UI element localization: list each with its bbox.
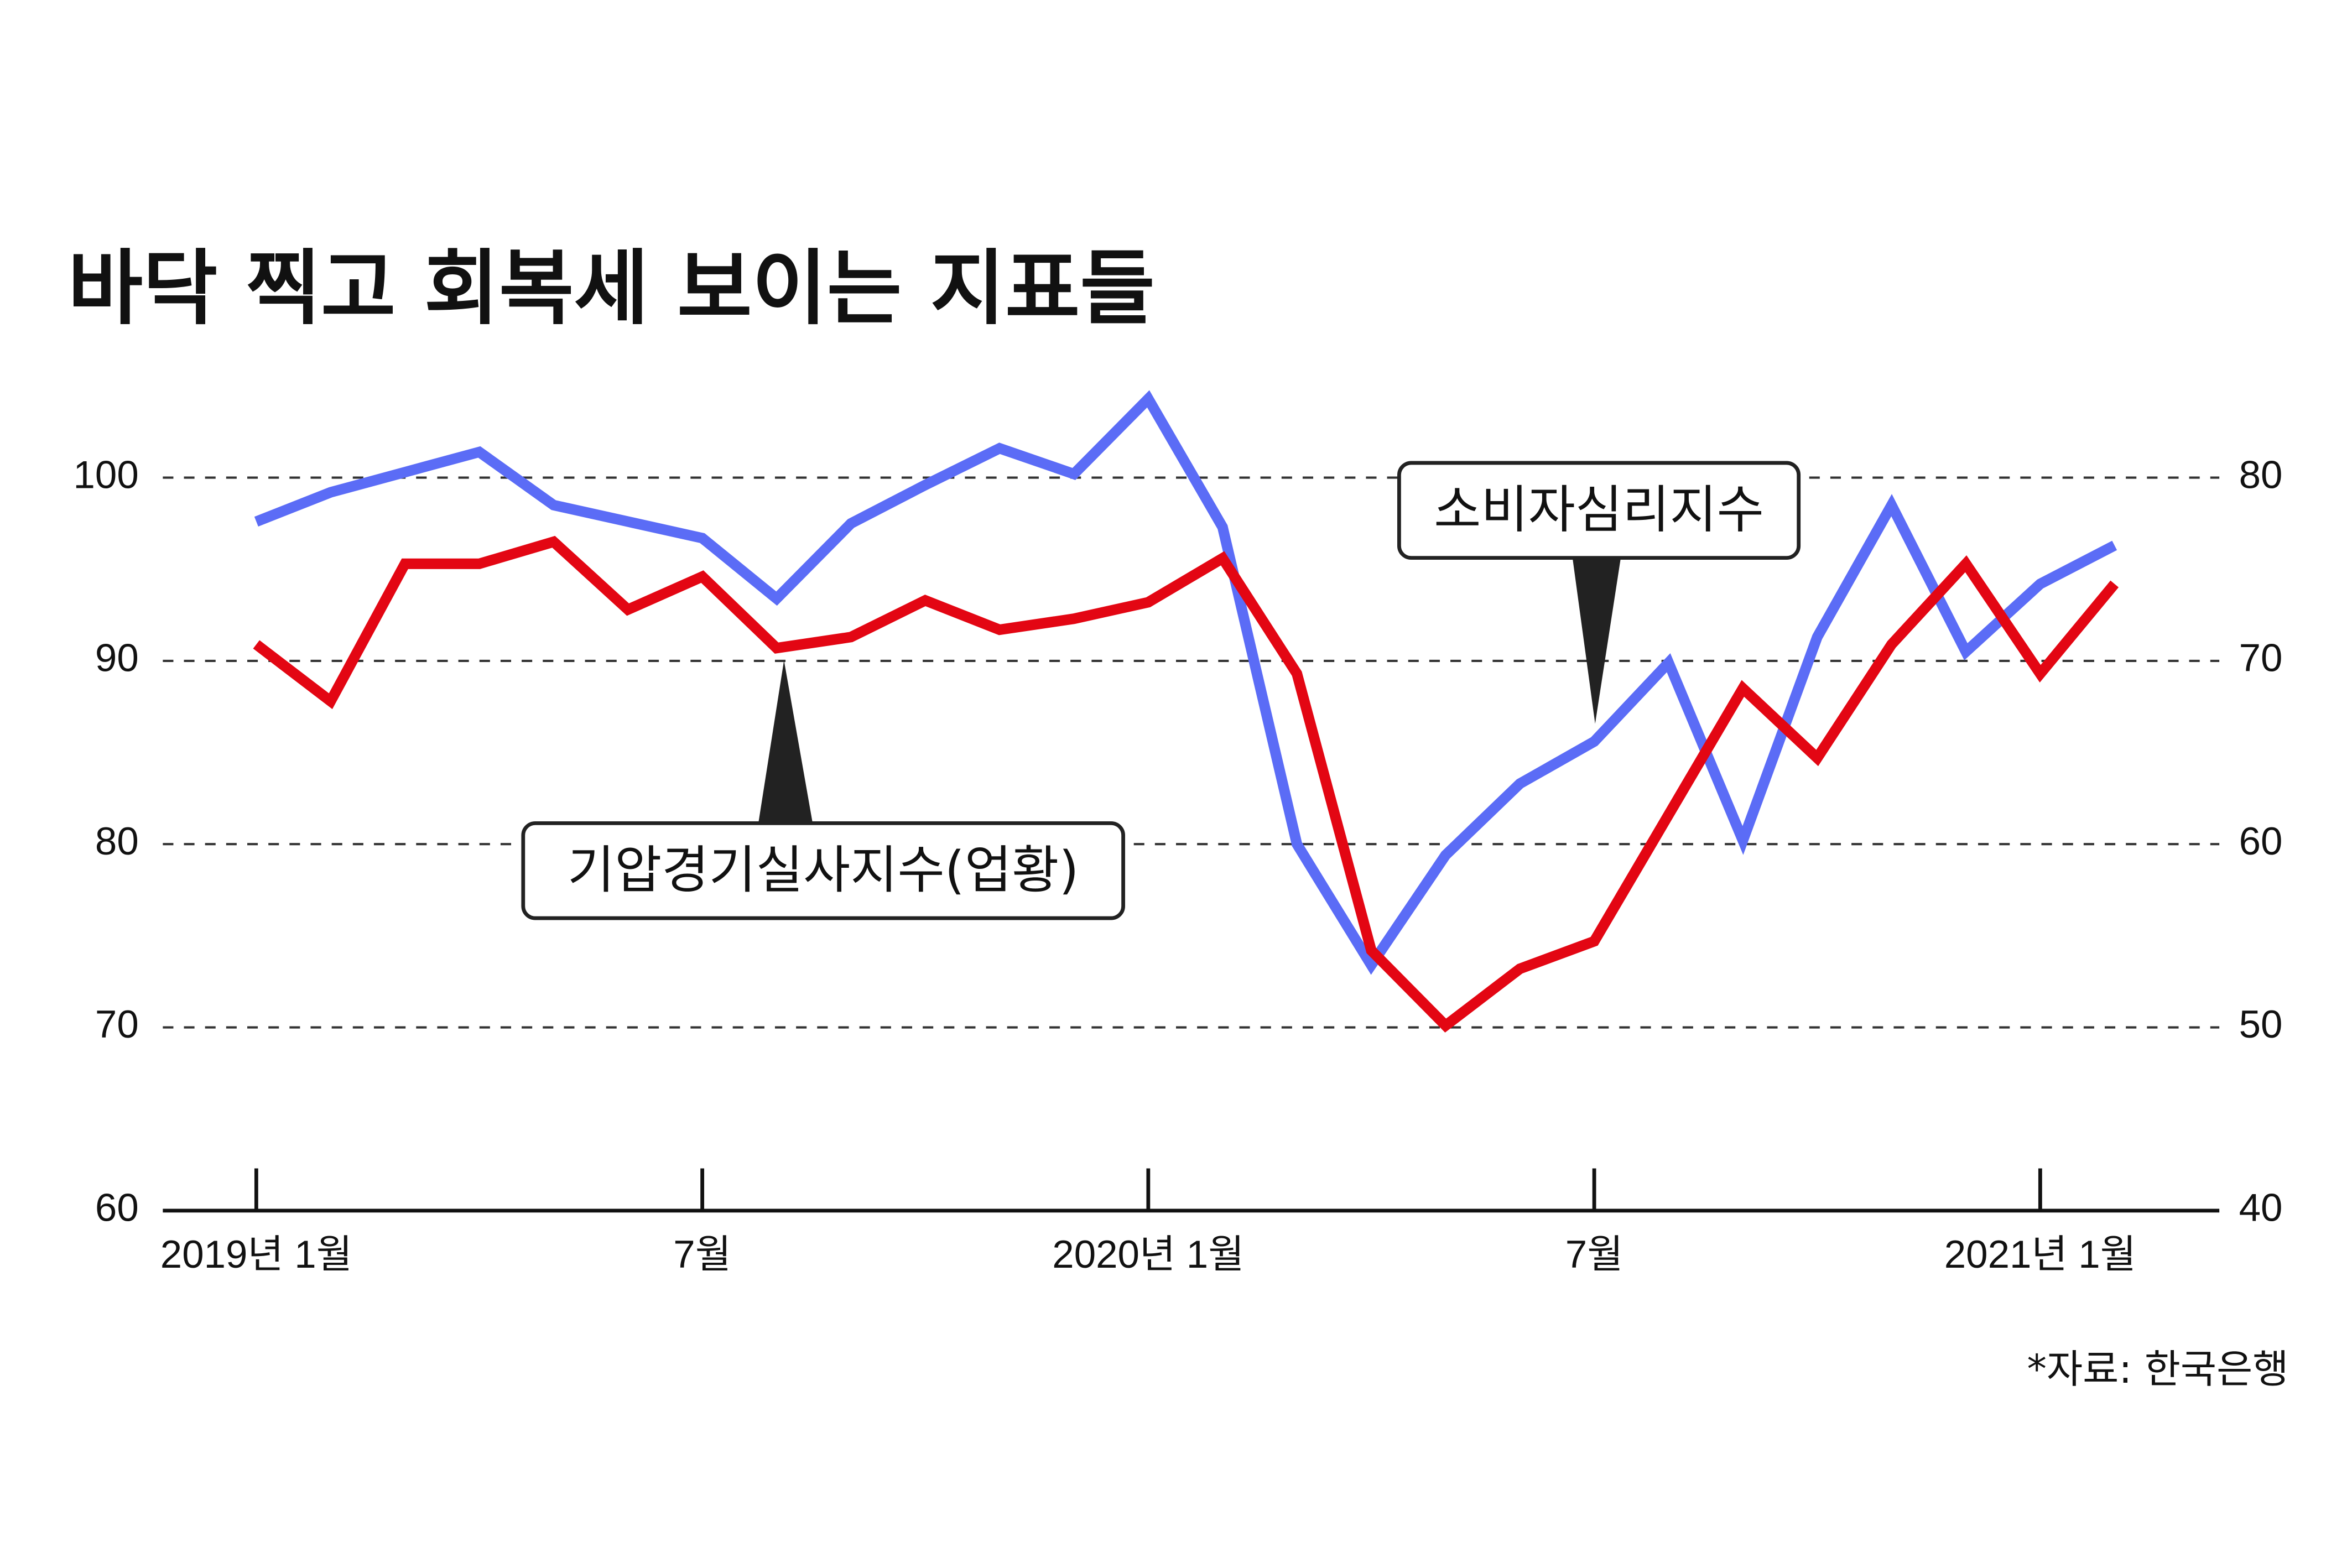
y-tick-label: 70 xyxy=(95,1003,139,1046)
y2-tick-label: 70 xyxy=(2239,637,2283,680)
callout-box xyxy=(1397,461,1801,560)
y2-tick-label: 40 xyxy=(2239,1186,2283,1230)
chart-title: 바닥 찍고 회복세 보이는 지표들 xyxy=(68,241,1155,336)
y2-tick-label: 60 xyxy=(2239,820,2283,863)
x-tick-label: 7월 xyxy=(673,1233,731,1277)
source: *자료: 한국은행 xyxy=(2027,1346,2289,1392)
x-tick-label: 2019년 1월 xyxy=(160,1233,352,1277)
y2-tick-label: 50 xyxy=(2239,1003,2283,1046)
x-tick-label: 2021년 1월 xyxy=(1944,1233,2136,1277)
y2-tick-label: 80 xyxy=(2239,453,2283,497)
y-tick-label: 90 xyxy=(95,637,139,680)
y-tick-label: 100 xyxy=(74,453,139,497)
y-tick-label: 80 xyxy=(95,820,139,863)
legend-label: 소비자심리지수 xyxy=(1434,480,1764,540)
x-tick-label: 7월 xyxy=(1565,1233,1623,1277)
series-line xyxy=(254,390,2117,975)
x-tick-label: 2020년 1월 xyxy=(1052,1233,1244,1277)
callout-box xyxy=(521,821,1126,920)
callout-pointer xyxy=(1572,558,1621,724)
callout-pointer xyxy=(758,660,813,824)
y-tick-label: 60 xyxy=(95,1186,139,1230)
series-line xyxy=(253,535,2119,1033)
legend-label: 기압경기실사지수(업황) xyxy=(568,840,1079,900)
